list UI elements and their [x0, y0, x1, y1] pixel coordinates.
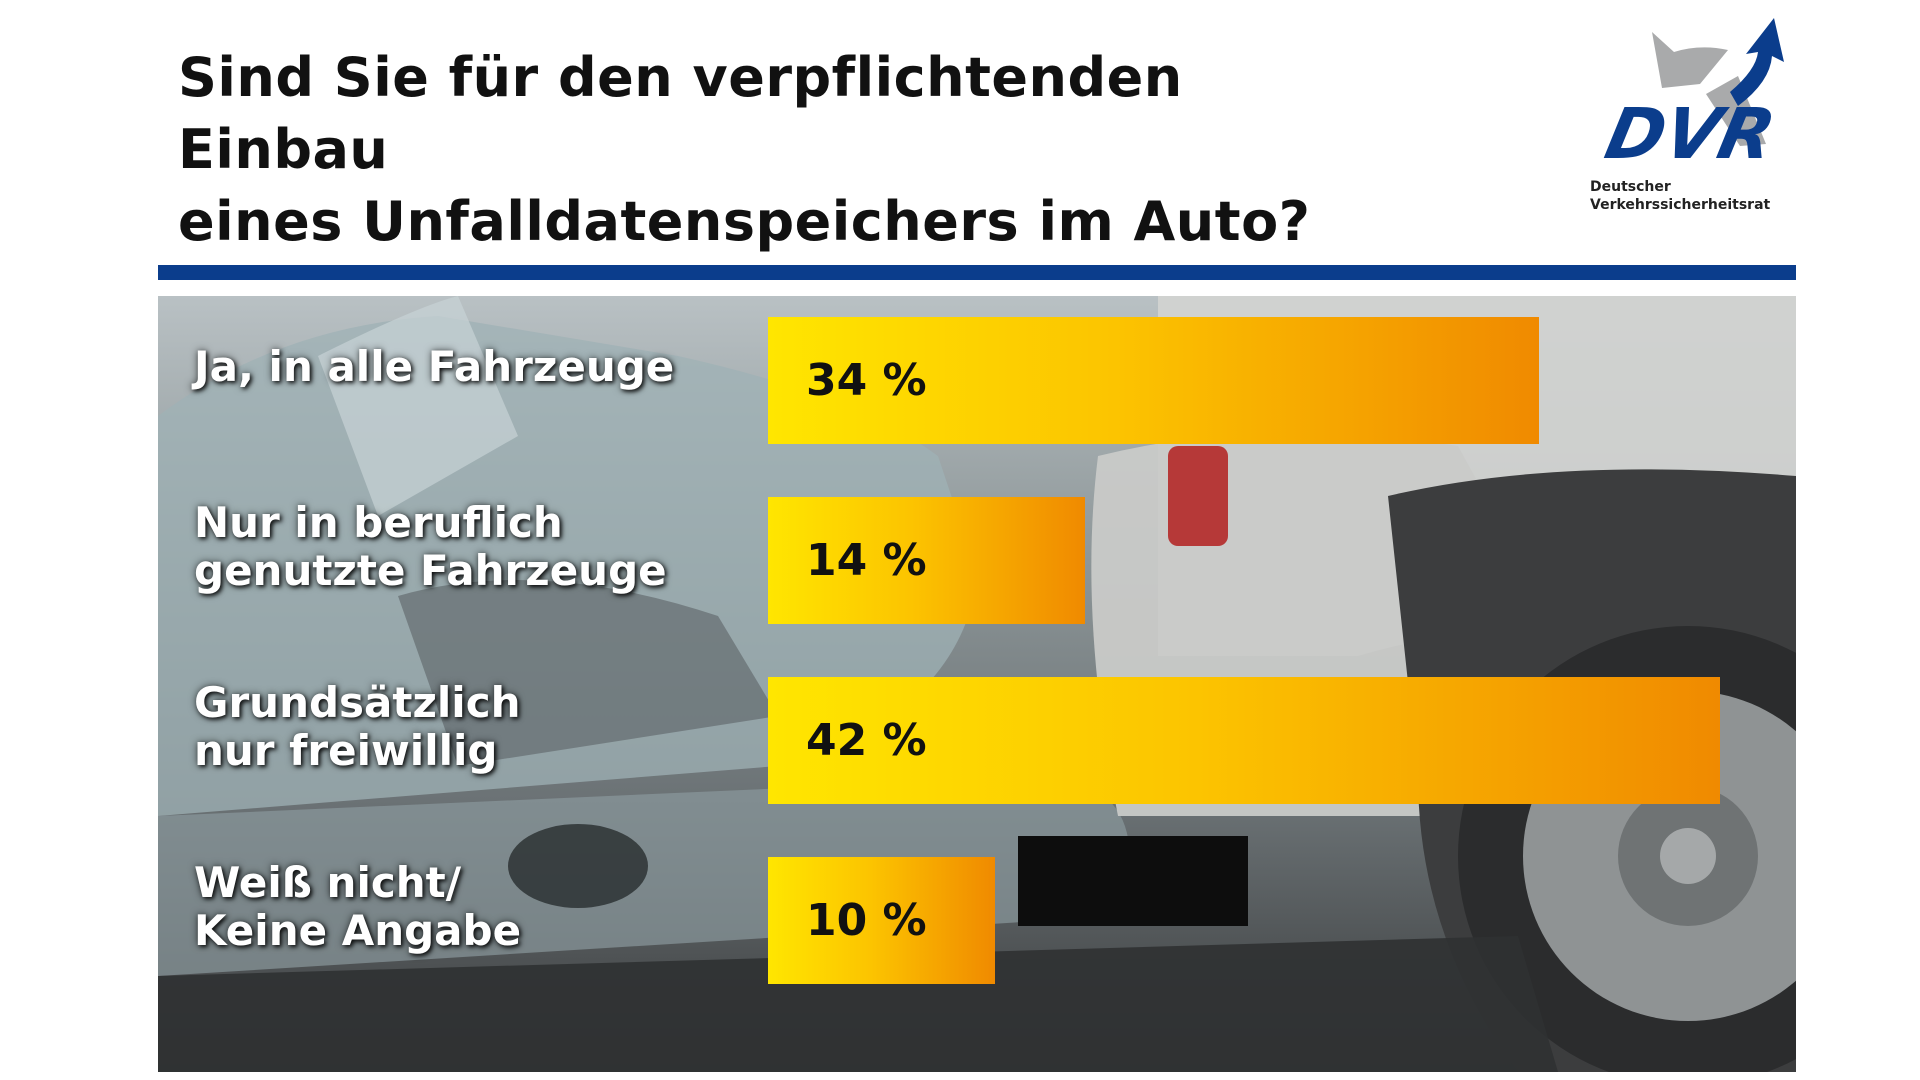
dvr-logo-letters: DVR [1599, 93, 1783, 175]
bar-2: 14 % [768, 497, 1085, 624]
chart-panel: Ja, in alle Fahrzeuge 34 % Nur in beruflic… [158, 296, 1796, 1072]
bar-3: 42 % [768, 677, 1720, 804]
bar-value-4: 10 % [806, 895, 927, 946]
bar-label-2: Nur in beruflich genutzte Fahrzeuge [194, 497, 754, 595]
bar-label-4-line-2: Keine Angabe [194, 905, 522, 955]
chart-title: Sind Sie für den verpflichtenden Einbau … [178, 42, 1378, 258]
chart-title-line-1: Sind Sie für den verpflichtenden Einbau [178, 46, 1183, 181]
dvr-logo: DVR Deutscher Verkehrssicherheitsrat [1590, 18, 1800, 218]
bar-value-2: 14 % [806, 535, 927, 586]
bar-value-3: 42 % [806, 715, 927, 766]
dvr-logo-text-line-2: Verkehrssicherheitsrat [1590, 197, 1771, 213]
bar-label-3-line-2: nur freiwillig [194, 725, 498, 775]
bar-1: 34 % [768, 317, 1539, 444]
bar-label-2-line-2: genutzte Fahrzeuge [194, 545, 667, 595]
bar-label-3: Grundsätzlich nur freiwillig [194, 677, 754, 775]
header-rule [158, 265, 1796, 280]
bar-label-1-line-1: Ja, in alle Fahrzeuge [194, 341, 675, 391]
dvr-logo-mark: DVR [1599, 18, 1784, 175]
dvr-logo-text: Deutscher Verkehrssicherheitsrat [1590, 178, 1770, 214]
bar-label-3-line-1: Grundsätzlich [194, 677, 521, 727]
dvr-logo-text-line-1: Deutscher [1590, 179, 1671, 195]
bar-value-1: 34 % [806, 355, 927, 406]
bar-label-1: Ja, in alle Fahrzeuge [194, 341, 754, 391]
bar-4: 10 % [768, 857, 995, 984]
bar-label-4-line-1: Weiß nicht/ [194, 857, 462, 907]
chart-title-line-2: eines Unfalldatenspeichers im Auto? [178, 190, 1311, 253]
bar-label-2-line-1: Nur in beruflich [194, 497, 563, 547]
bar-label-4: Weiß nicht/Keine Angabe [194, 857, 754, 955]
